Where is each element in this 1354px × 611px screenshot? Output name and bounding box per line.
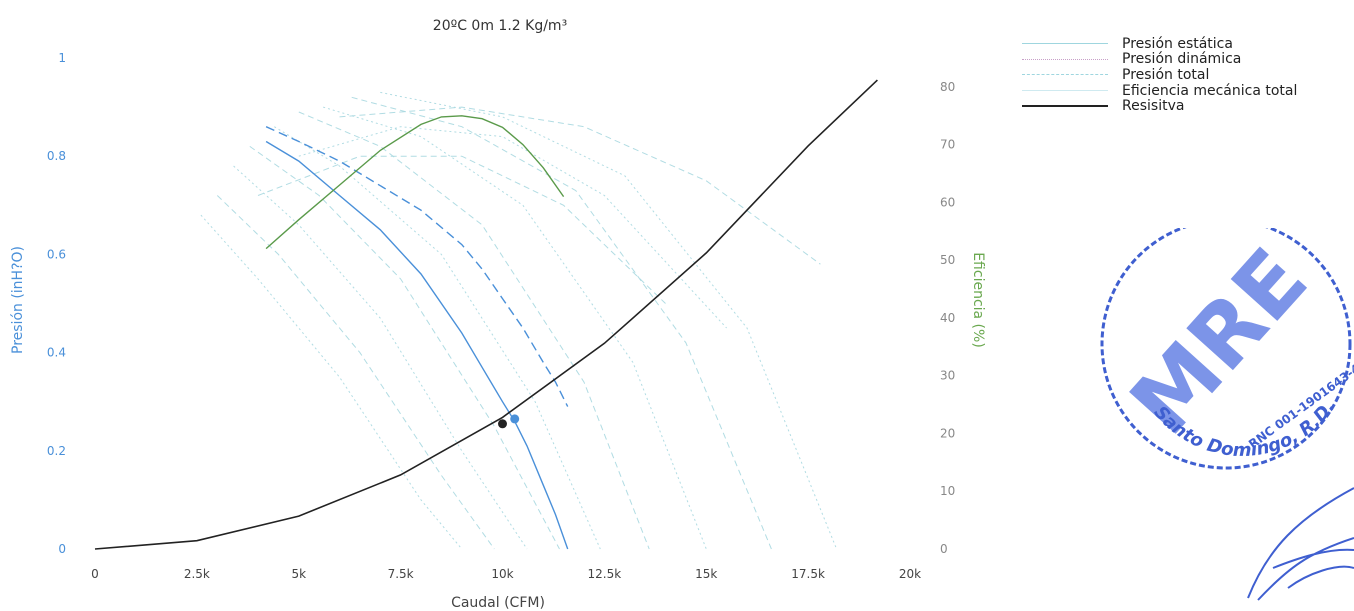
- x-tick-label: 5k: [291, 567, 306, 581]
- x-tick-label: 17.5k: [791, 567, 825, 581]
- y-right-tick-label: 20: [940, 426, 955, 440]
- y-left-axis-ticks: 0 0.2 0.4 0.6 0.8 1: [47, 51, 66, 556]
- chart-legend: Presión estática Presión dinámica Presió…: [1022, 36, 1297, 114]
- y-right-tick-label: 30: [940, 369, 955, 383]
- x-tick-label: 7.5k: [388, 567, 414, 581]
- background-curve: [298, 126, 727, 329]
- y-right-axis-ticks: 0 10 20 30 40 50 60 70 80: [940, 80, 955, 556]
- legend-swatch-efficiency: [1022, 90, 1108, 92]
- y-right-tick-label: 70: [940, 138, 955, 152]
- stamp-ring: [1100, 228, 1352, 470]
- x-tick-label: 20k: [899, 567, 921, 581]
- x-tick-label: 10k: [491, 567, 513, 581]
- y-right-tick-label: 50: [940, 253, 955, 267]
- x-tick-label: 15k: [695, 567, 717, 581]
- operating-points: [498, 414, 520, 429]
- legend-label-total: Presión total: [1122, 66, 1210, 83]
- company-stamp: MRE RNC 001-1901643-4 Santo Domingo, R.D…: [1100, 228, 1354, 601]
- x-tick-label: 12.5k: [588, 567, 622, 581]
- y-right-tick-label: 60: [940, 195, 955, 209]
- x-tick-label: 0: [91, 567, 99, 581]
- background-curve: [216, 195, 495, 550]
- y-left-tick-label: 1: [58, 51, 66, 65]
- y-left-tick-label: 0.8: [47, 149, 66, 163]
- legend-label-dynamic: Presión dinámica: [1122, 51, 1242, 68]
- x-tick-label: 2.5k: [184, 567, 210, 581]
- x-axis-ticks: 0 2.5k 5k 7.5k 10k 12.5k 15k 17.5k 20k: [91, 567, 921, 581]
- y-left-tick-label: 0.6: [47, 247, 66, 261]
- legend-swatch-static: [1022, 43, 1108, 45]
- y-right-tick-label: 0: [940, 542, 948, 556]
- series-layer: [94, 79, 878, 550]
- background-curve: [233, 165, 528, 550]
- background-curve: [380, 91, 838, 550]
- legend-item-total: Presión total: [1022, 67, 1297, 83]
- legend-label-efficiency: Eficiencia mecánica total: [1122, 82, 1298, 99]
- y-left-tick-label: 0.4: [47, 346, 66, 360]
- background-curve: [274, 126, 601, 550]
- legend-swatch-dynamic: [1022, 58, 1108, 60]
- chart-title: 20ºC 0m 1.2 Kg/m³: [433, 18, 567, 34]
- legend-label-resistive: Resisitva: [1122, 98, 1185, 115]
- background-curve: [257, 155, 666, 304]
- y-right-tick-label: 80: [940, 80, 955, 94]
- y-right-tick-label: 40: [940, 311, 955, 325]
- series-line: [265, 140, 569, 550]
- legend-item-resistive: Resisitva: [1022, 98, 1297, 114]
- operating-point: [498, 419, 507, 429]
- legend-label-static: Presión estática: [1122, 35, 1233, 52]
- legend-item-static: Presión estática: [1022, 36, 1297, 52]
- background-curves: [200, 91, 838, 550]
- series-line: [265, 126, 569, 407]
- legend-item-dynamic: Presión dinámica: [1022, 51, 1297, 68]
- y-right-tick-label: 10: [940, 484, 955, 498]
- y-right-axis-label: Eficiencia (%): [970, 252, 986, 348]
- legend-swatch-total: [1022, 74, 1108, 76]
- series-line: [94, 79, 878, 550]
- x-axis-label: Caudal (CFM): [451, 595, 545, 611]
- background-curve: [200, 214, 463, 550]
- legend-item-efficiency: Eficiencia mecánica total: [1022, 83, 1297, 99]
- signature: [1247, 487, 1354, 601]
- y-left-axis-label: Presión (inH?O): [10, 246, 26, 354]
- background-curve: [339, 106, 821, 265]
- series-line: [265, 115, 565, 250]
- y-left-tick-label: 0.2: [47, 444, 66, 458]
- background-curve: [249, 145, 560, 550]
- legend-swatch-resistive: [1022, 105, 1108, 108]
- operating-point: [510, 414, 520, 424]
- background-curve: [351, 96, 772, 550]
- background-curve: [323, 106, 707, 550]
- y-left-tick-label: 0: [58, 542, 66, 556]
- background-curve: [298, 111, 650, 550]
